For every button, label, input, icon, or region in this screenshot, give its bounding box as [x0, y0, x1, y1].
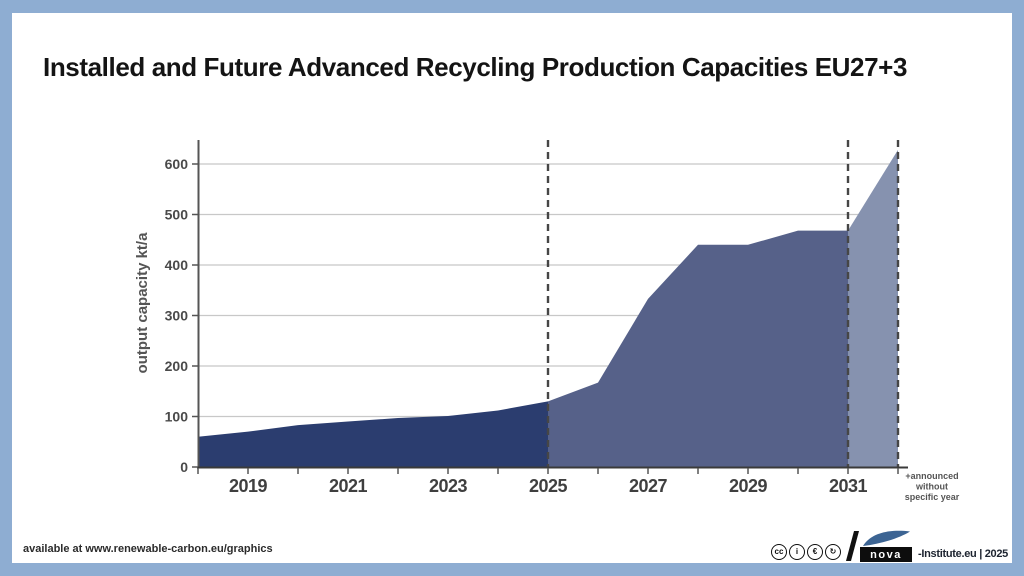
x-tick-label: 2029	[729, 476, 768, 496]
y-tick-label: 200	[165, 358, 189, 374]
cc-sa-icon: ↻	[825, 544, 841, 560]
area-series-2	[848, 149, 898, 468]
nova-swoosh-icon	[863, 530, 910, 546]
y-tick-label: 400	[165, 257, 189, 273]
x-tick-label: 2021	[329, 476, 368, 496]
area-series-1	[548, 230, 848, 467]
y-tick-label: 300	[165, 308, 189, 324]
license-icons: cc i € ↻	[771, 544, 841, 562]
availability-note: available at www.renewable-carbon.eu/gra…	[23, 543, 273, 555]
nova-institute-text: -Institute.eu | 2025	[918, 548, 1008, 560]
cc-by-icon: i	[789, 544, 805, 560]
announced-note-line: without	[915, 482, 948, 492]
x-tick-label: 2019	[229, 476, 268, 496]
footer-branding: cc i € ↻ nova -Institute.eu | 2025	[771, 529, 1008, 562]
announced-note-line: +announced	[905, 471, 958, 481]
x-tick-label: 2023	[429, 476, 468, 496]
x-tick-label: 2025	[529, 476, 568, 496]
cc-nc-icon: €	[807, 544, 823, 560]
announced-note-line: specific year	[905, 492, 960, 502]
nova-logo-slash	[845, 531, 860, 561]
y-tick-label: 600	[165, 156, 189, 172]
area-series-0	[198, 401, 548, 467]
page-title: Installed and Future Advanced Recycling …	[43, 52, 908, 82]
y-tick-label: 100	[165, 409, 189, 425]
x-tick-label: 2031	[829, 476, 868, 496]
cc-cc-icon: cc	[771, 544, 787, 560]
nova-logo: nova	[860, 529, 914, 562]
x-tick-label: 2027	[629, 476, 668, 496]
y-tick-label: 500	[165, 207, 189, 223]
y-tick-label: 0	[180, 459, 188, 475]
y-axis-title: output capacity kt/a	[134, 232, 151, 374]
nova-wordmark: nova	[860, 547, 912, 562]
